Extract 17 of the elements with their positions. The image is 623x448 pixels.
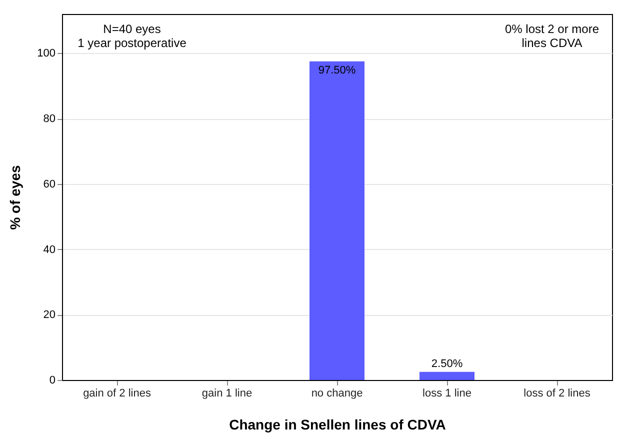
data-label: 97.50% <box>318 64 356 76</box>
x-tick-label: loss 1 line <box>422 388 472 400</box>
x-tick-label: loss of 2 lines <box>524 388 591 400</box>
x-tick-label: gain 1 line <box>202 388 252 400</box>
annotation: N=40 eyes 1 year postoperative <box>78 22 187 50</box>
y-tick-label: 80 <box>43 113 56 126</box>
y-tick-label: 60 <box>43 178 56 190</box>
x-tick-label: gain of 2 lines <box>83 388 152 400</box>
y-tick-label: 0 <box>49 374 56 386</box>
x-axis-title: Change in Snellen lines of CDVA <box>229 416 446 432</box>
y-axis-title: % of eyes <box>7 164 24 230</box>
annotation: 0% lost 2 or more lines CDVA <box>504 22 600 50</box>
y-tick-label: 100 <box>37 48 56 60</box>
data-label: 2.50% <box>431 358 463 370</box>
y-tick-label: 40 <box>43 244 56 256</box>
x-tick-label: no change <box>311 388 363 400</box>
y-tick-label: 20 <box>43 309 56 322</box>
